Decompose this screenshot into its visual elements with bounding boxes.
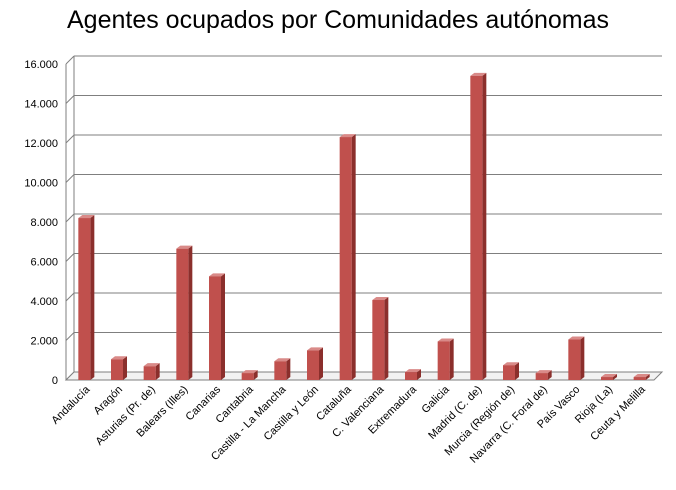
bar-side [482,72,487,380]
gridline-side [65,253,75,262]
bar-side [351,134,356,380]
y-tick-label: 14.000 [24,99,58,111]
bar-side [90,215,95,380]
x-tick-label: Asturias (Pr. de) [94,384,158,448]
bar [78,218,91,380]
bar-top [372,297,389,301]
bar-top [568,336,585,340]
gridline-side [65,174,75,183]
bar [339,137,352,380]
bar-top [307,347,323,351]
y-tick-label: 12.000 [24,138,58,150]
bar-side [515,362,519,380]
y-tick-label: 10.000 [24,178,58,190]
bar-top [633,374,650,378]
bar-top [176,245,193,249]
bar-top [274,358,291,362]
bar [111,359,123,380]
bar-top [470,72,487,76]
bar-side [253,370,258,380]
bar [372,300,385,380]
x-tick-label: Andalucía [49,383,93,427]
bar-side [384,297,389,380]
gridline-side [65,55,75,65]
bar-side [155,363,160,380]
bar-side [417,369,421,380]
bar [601,377,613,380]
bar-side [613,374,617,380]
gridline-side [65,213,75,223]
bar [470,75,483,380]
y-tick-label: 2.000 [30,336,58,348]
bar-top [339,134,356,138]
bar-side [449,338,454,380]
bar-side [123,356,127,380]
bar-top [437,338,454,342]
bar [143,366,156,380]
gridline-side [65,332,75,341]
bar-side [188,245,193,380]
bar-top [503,362,519,366]
bar [209,276,221,380]
bar-top [78,215,95,219]
bar-top [209,273,225,277]
bar [241,373,254,380]
bar-side [547,370,552,380]
y-tick-label: 8.000 [30,217,58,229]
bar [503,365,515,380]
bar [307,350,319,380]
bar-top [405,369,421,373]
y-tick-label: 0 [52,375,58,387]
bar [274,361,287,380]
gridline-side [65,134,75,144]
bar [437,341,450,380]
bar-side [286,358,291,380]
bar-top [601,374,617,378]
y-tick-label: 4.000 [30,296,58,308]
gridline-side [65,292,75,302]
bar-top [241,370,258,374]
bar [405,372,417,380]
bar [535,373,548,380]
bar-top [111,356,127,360]
bar-side [580,336,585,380]
gridline-side [65,95,75,104]
bar-top [143,363,160,367]
bar [633,377,646,380]
bar-side [319,347,323,380]
bar [568,339,581,380]
y-tick-label: 6.000 [30,257,58,269]
bar [176,248,189,380]
y-tick-label: 16.000 [24,59,58,71]
bar-top [535,370,552,374]
bar-side [645,374,650,380]
bar-side [221,273,225,380]
chart-title: Agentes ocupados por Comunidades autónom… [66,6,610,34]
